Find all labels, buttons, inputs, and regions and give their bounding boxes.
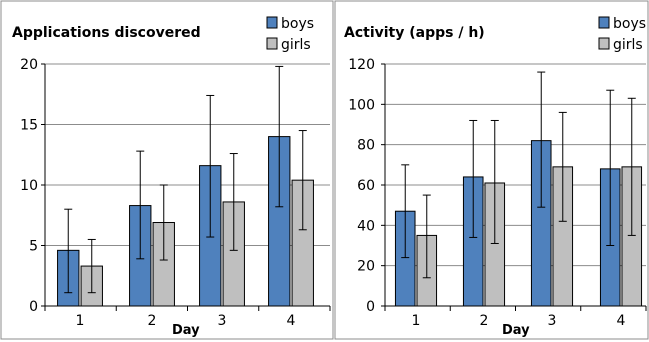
y-tick-label: 80 xyxy=(357,138,375,154)
legend-swatch-boys xyxy=(266,16,278,29)
chart-panel-applications: Applications discovered Day 0 5 10 15 20 1 2 3 4… xyxy=(0,0,334,340)
legend-label-boys: boys xyxy=(281,16,314,32)
legend-swatch-boys xyxy=(598,16,610,29)
x-tick-label: 1 xyxy=(76,313,85,329)
x-tick-label: 4 xyxy=(287,313,296,329)
panel-frame xyxy=(334,0,649,340)
legend: boys girls xyxy=(266,16,314,53)
y-tick-label: 60 xyxy=(357,178,375,194)
y-tick-label: 10 xyxy=(20,178,38,194)
legend-label-boys: boys xyxy=(613,16,646,32)
y-tick-label: 20 xyxy=(20,57,38,73)
legend: boys girls xyxy=(598,16,646,53)
chart-title: Applications discovered xyxy=(12,25,201,41)
legend-swatch-girls xyxy=(598,37,610,50)
y-tick-label: 0 xyxy=(366,299,375,315)
y-tick-label: 40 xyxy=(357,218,375,234)
x-tick-label: 3 xyxy=(218,313,227,329)
legend-swatch-girls xyxy=(266,37,278,50)
x-tick-label: 1 xyxy=(412,313,421,329)
y-tick-label: 15 xyxy=(20,118,38,134)
x-tick-label: 2 xyxy=(148,313,157,329)
x-tick-label: 2 xyxy=(480,313,489,329)
y-tick-label: 20 xyxy=(357,259,375,275)
panel-frame xyxy=(0,0,334,340)
x-tick-label: 3 xyxy=(548,313,557,329)
chart-panel-activity: Activity (apps / h) Day 0 20 40 60 80 100 120 1… xyxy=(334,0,649,340)
y-tick-label: 0 xyxy=(29,299,38,315)
legend-label-girls: girls xyxy=(281,37,311,53)
y-tick-label: 120 xyxy=(348,57,375,73)
x-axis-label: Day xyxy=(172,323,200,338)
chart-title: Activity (apps / h) xyxy=(344,25,485,41)
y-tick-label: 100 xyxy=(348,97,375,113)
y-tick-label: 5 xyxy=(29,239,38,255)
x-tick-label: 4 xyxy=(617,313,626,329)
legend-label-girls: girls xyxy=(613,37,643,53)
x-axis-label: Day xyxy=(502,323,530,338)
